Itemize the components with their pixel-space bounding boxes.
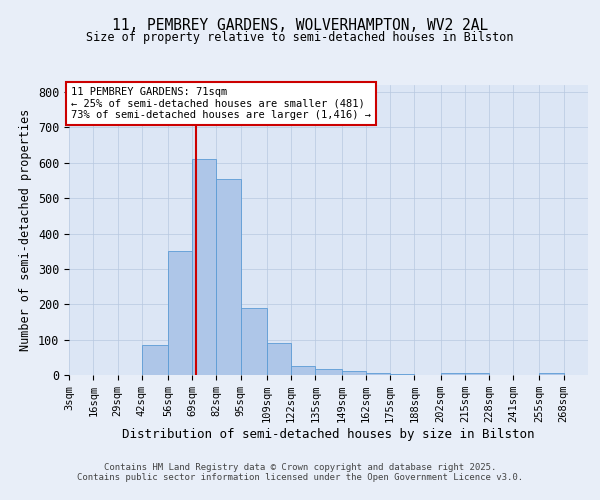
Y-axis label: Number of semi-detached properties: Number of semi-detached properties [19, 109, 32, 351]
Text: Size of property relative to semi-detached houses in Bilston: Size of property relative to semi-detach… [86, 31, 514, 44]
Bar [390, 374, 415, 375]
Bar [366, 373, 390, 375]
Bar [217, 178, 241, 375]
X-axis label: Distribution of semi-detached houses by size in Bilston: Distribution of semi-detached houses by … [122, 428, 535, 441]
Bar [465, 373, 489, 375]
Bar [316, 369, 341, 375]
Bar [168, 251, 192, 375]
Bar [241, 308, 267, 375]
Bar [192, 160, 217, 375]
Text: Contains public sector information licensed under the Open Government Licence v3: Contains public sector information licen… [77, 474, 523, 482]
Bar [440, 372, 465, 375]
Bar [341, 371, 366, 375]
Bar [539, 373, 564, 375]
Bar [267, 343, 291, 375]
Bar [142, 345, 168, 375]
Text: 11, PEMBREY GARDENS, WOLVERHAMPTON, WV2 2AL: 11, PEMBREY GARDENS, WOLVERHAMPTON, WV2 … [112, 18, 488, 32]
Text: 11 PEMBREY GARDENS: 71sqm
← 25% of semi-detached houses are smaller (481)
73% of: 11 PEMBREY GARDENS: 71sqm ← 25% of semi-… [71, 87, 371, 120]
Bar [291, 366, 316, 375]
Text: Contains HM Land Registry data © Crown copyright and database right 2025.: Contains HM Land Registry data © Crown c… [104, 462, 496, 471]
